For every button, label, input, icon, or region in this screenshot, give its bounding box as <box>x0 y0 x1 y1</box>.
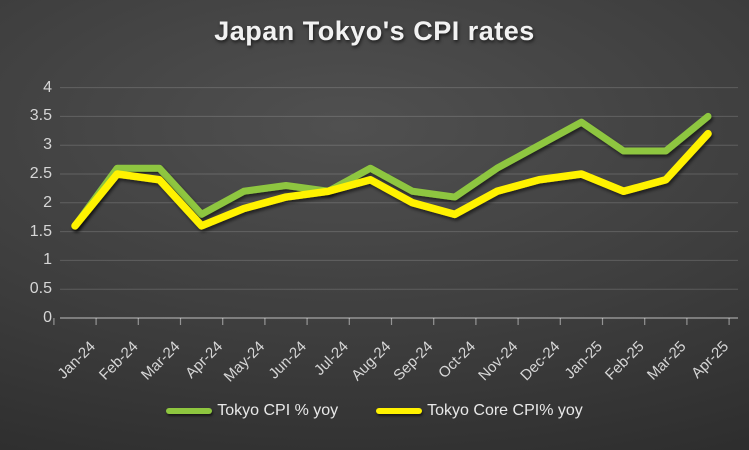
y-axis-label: 0.5 <box>29 280 52 298</box>
series-line-0 <box>71 112 712 230</box>
y-axis-label: 2.5 <box>29 165 52 182</box>
y-axis-label: 1.5 <box>29 222 52 240</box>
chart-legend: Tokyo CPI % yoy Tokyo Core CPI% yoy <box>0 402 749 420</box>
y-axis-label: 3.5 <box>29 107 52 125</box>
legend-swatch-0 <box>166 408 213 414</box>
y-axis-label: 1 <box>43 251 52 269</box>
legend-item-1: Tokyo Core CPI% yoy <box>376 402 583 420</box>
series-group <box>71 112 712 230</box>
gridlines-group <box>53 87 738 325</box>
legend-swatch-1 <box>376 408 423 414</box>
series-line-1 <box>71 129 712 230</box>
y-axis-label: 3 <box>43 136 52 154</box>
y-axis-label: 4 <box>43 78 52 96</box>
y-axis-label: 2 <box>43 193 52 211</box>
legend-label-1: Tokyo Core CPI% yoy <box>427 402 583 419</box>
legend-item-0: Tokyo CPI % yoy <box>166 402 338 420</box>
y-axis-label: 0 <box>43 309 52 326</box>
legend-label-0: Tokyo CPI % yoy <box>217 402 339 419</box>
chart-title: Japan Tokyo's CPI rates <box>214 16 535 46</box>
